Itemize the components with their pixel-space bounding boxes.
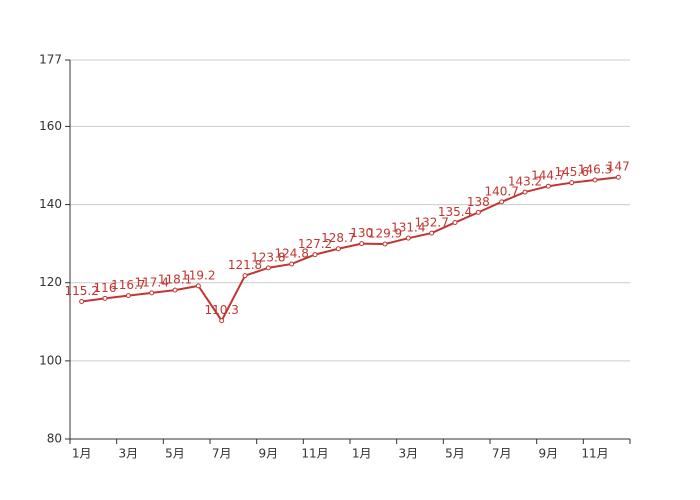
point xyxy=(289,261,295,267)
y-tick-label: 140 xyxy=(39,197,62,211)
value-label: 145.6 xyxy=(554,165,588,179)
point xyxy=(172,287,178,293)
point xyxy=(615,174,621,180)
point xyxy=(499,199,505,205)
value-label: 146.3 xyxy=(578,162,612,176)
value-label: 117.4 xyxy=(134,275,168,289)
x-tick-label: 7月 xyxy=(212,447,232,461)
value-label: 132.7 xyxy=(414,216,448,230)
value-label: 124.8 xyxy=(274,246,308,260)
point xyxy=(405,235,411,241)
value-label: 115.2 xyxy=(64,284,98,298)
point xyxy=(219,318,225,324)
x-tick-label: 7月 xyxy=(492,447,512,461)
y-tick-label: 177 xyxy=(39,53,62,67)
x-tick-label: 5月 xyxy=(165,447,185,461)
value-label: 128.7 xyxy=(321,231,355,245)
point xyxy=(429,230,435,236)
point xyxy=(522,189,528,195)
value-label: 123.8 xyxy=(251,250,285,264)
point xyxy=(79,298,85,304)
value-label: 116.7 xyxy=(111,278,145,292)
point xyxy=(312,252,318,258)
x-tick-label: 11月 xyxy=(301,447,328,461)
point xyxy=(359,241,365,247)
x-tick-label: 9月 xyxy=(259,447,279,461)
y-tick-label: 100 xyxy=(39,353,62,367)
value-label: 138 xyxy=(467,195,490,209)
point xyxy=(569,180,575,186)
value-label: 143.2 xyxy=(508,175,542,189)
point xyxy=(592,177,598,183)
value-label: 116 xyxy=(94,281,117,295)
point xyxy=(242,273,248,279)
x-tick-label: 9月 xyxy=(539,447,559,461)
line xyxy=(81,176,619,323)
x-tick-label: 11月 xyxy=(581,447,608,461)
point xyxy=(475,209,481,215)
value-label: 110.3 xyxy=(204,303,238,317)
value-label: 118.1 xyxy=(158,273,192,287)
point xyxy=(125,293,131,299)
value-label: 131.4 xyxy=(391,221,425,235)
x-tick-label: 1月 xyxy=(72,447,92,461)
point xyxy=(149,290,155,296)
value-label: 144.7 xyxy=(531,169,565,183)
y-tick-label: 80 xyxy=(47,432,62,446)
point xyxy=(382,241,388,247)
x-tick-label: 3月 xyxy=(119,447,139,461)
point xyxy=(195,283,201,289)
x-tick-label: 1月 xyxy=(352,447,372,461)
value-label: 135.4 xyxy=(438,205,472,219)
value-label: 140.7 xyxy=(484,184,518,198)
y-tick-label: 160 xyxy=(39,119,62,133)
value-label: 147 xyxy=(607,160,630,174)
x-tick-label: 3月 xyxy=(399,447,419,461)
value-label: 127.2 xyxy=(298,237,332,251)
value-label: 130 xyxy=(350,226,373,240)
point xyxy=(265,265,271,271)
value-label: 129.9 xyxy=(368,227,402,241)
value-label: 121.8 xyxy=(228,258,262,272)
point xyxy=(545,183,551,189)
y-tick-label: 120 xyxy=(39,275,62,289)
point xyxy=(102,295,108,301)
x-tick-label: 5月 xyxy=(445,447,465,461)
point xyxy=(335,246,341,252)
value-label: 119.2 xyxy=(181,268,215,282)
point xyxy=(452,220,458,226)
